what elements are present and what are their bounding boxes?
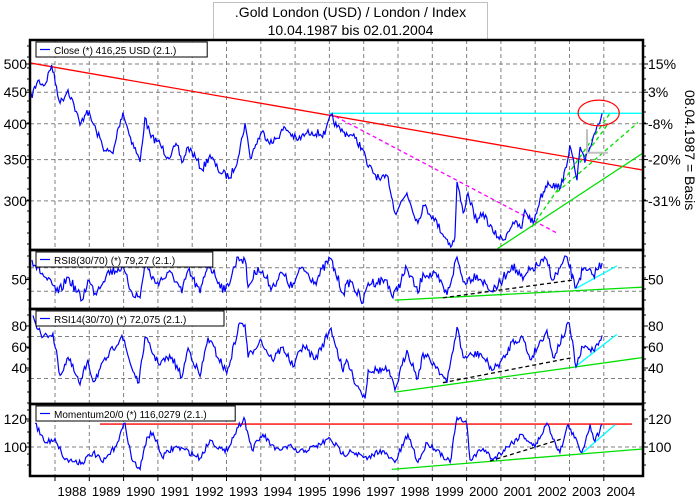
channel-trendline [574, 265, 618, 290]
right-tick-label: -20% [648, 152, 681, 168]
left-tick-label: 100 [4, 439, 28, 455]
plot-area-momentum [34, 415, 643, 472]
legend-label: RSI8(30/70) (*) 79,27 (2.1.) [54, 256, 175, 267]
legend-rsi14: RSI14(30/70) (*) 72,075 (2.1.) [35, 310, 225, 327]
left-tick-label: 80 [11, 318, 27, 334]
x-tick-label: 1995 [298, 484, 327, 499]
panel-price: 500 15% 450 3% 400 -8% 350 -20% 300 -31% 08.04.198… [4, 38, 698, 252]
right-tick-label: -31% [648, 193, 681, 209]
right-tick-label: 100 [648, 439, 672, 455]
panel-border [28, 402, 645, 478]
left-tick-label: 120 [4, 411, 28, 427]
left-tick-label: 300 [4, 193, 28, 209]
legend-label: RSI14(30/70) (*) 72,075 (2.1.) [54, 315, 186, 326]
panel-rsi14: 80 80 60 60 40 40 RSI14(30/70) (*) 72,075 (2.1… [11, 307, 664, 406]
left-tick-label: 400 [4, 116, 28, 132]
chart-title-box: .Gold London (USD) / London / Index 10.0… [213, 2, 488, 41]
x-tick-label: 1996 [332, 484, 361, 499]
right-tick-label: 120 [648, 411, 672, 427]
legend-box [35, 310, 225, 327]
right-tick-label: 50 [648, 272, 664, 288]
left-tick-label: 500 [4, 56, 28, 72]
left-tick-label: 60 [11, 339, 27, 355]
plot-area-price [30, 62, 643, 250]
legend-rsi8: RSI8(30/70) (*) 79,27 (2.1.) [35, 251, 214, 268]
support-trendline [391, 448, 643, 471]
support-trendline [531, 112, 611, 228]
support-trendline [556, 121, 639, 193]
legend-momentum: Momentum20/0 (*) 116,0279 (2.1.) [35, 405, 236, 422]
momentum-series-line [34, 415, 603, 472]
x-tick-label: 1994 [263, 484, 292, 499]
panel-momentum: 120 120 100 100 Momentum20/0 (*) 116,0279 (2… [4, 402, 672, 478]
price-series-line [30, 64, 603, 249]
legend-box [35, 405, 236, 422]
legend-label: Momentum20/0 (*) 116,0279 (2.1.) [54, 410, 207, 421]
left-tick-label: 350 [4, 152, 28, 168]
x-tick-label: 2004 [606, 484, 635, 499]
left-tick-label: 450 [4, 84, 28, 100]
x-tick-label: 1988 [58, 484, 87, 499]
right-tick-label: 80 [648, 318, 664, 334]
left-tick-label: 50 [11, 272, 27, 288]
plot-area-rsi8 [31, 255, 643, 305]
chart-subtitle: 10.04.1987 bis 02.01.2004 [267, 22, 434, 38]
grey-marker [585, 129, 608, 154]
plot-area-rsi14 [32, 315, 643, 399]
channel-trendline [582, 424, 616, 454]
right-tick-label: 40 [648, 360, 664, 376]
left-tick-label: 40 [11, 360, 27, 376]
x-tick-label: 1990 [126, 484, 155, 499]
panel-border [28, 38, 645, 252]
x-tick-label: 2002 [538, 484, 567, 499]
x-tick-label: 1999 [435, 484, 464, 499]
resistance-trendline [30, 62, 643, 171]
x-tick-label: 1989 [92, 484, 121, 499]
support-trendline [394, 286, 643, 301]
support-trendline [394, 356, 643, 393]
dashed_trend-trendline [442, 356, 574, 384]
x-tick-label: 1991 [160, 484, 189, 499]
x-tick-label: 1993 [229, 484, 258, 499]
dashed_trend-trendline [442, 279, 574, 299]
x-tick-label: 2000 [469, 484, 498, 499]
support-trendline [497, 152, 643, 250]
highlight-ellipse [577, 99, 620, 127]
right-tick-label: -8% [648, 116, 673, 132]
x-tick-label: 1998 [401, 484, 430, 499]
legend-box [35, 251, 214, 268]
legend-box [35, 41, 208, 58]
x-tick-label: 2003 [572, 484, 601, 499]
right-tick-label: 15% [648, 56, 676, 72]
x-tick-label: 1992 [195, 484, 224, 499]
right-tick-label: 3% [648, 84, 668, 100]
x-tick-label: 1997 [366, 484, 395, 499]
channel-trendline [574, 333, 618, 368]
panel-rsi8: 50 50 RSI8(30/70) (*) 79,27 (2.1.) [11, 248, 664, 311]
legend-price: Close (*) 416,25 USD (2.1.) [35, 41, 208, 58]
right-axis-label: 08.04.1987 = Basis [682, 90, 698, 210]
rsi8-series-line [31, 255, 603, 305]
rsi14-series-line [32, 315, 603, 399]
x-tick-label: 2001 [503, 484, 532, 499]
legend-label: Close (*) 416,25 USD (2.1.) [54, 46, 176, 57]
chart-title: .Gold London (USD) / London / Index [234, 4, 467, 20]
downtrend-trendline [329, 112, 558, 234]
dashed_trend-trendline [489, 437, 564, 462]
right-tick-label: 60 [648, 339, 664, 355]
